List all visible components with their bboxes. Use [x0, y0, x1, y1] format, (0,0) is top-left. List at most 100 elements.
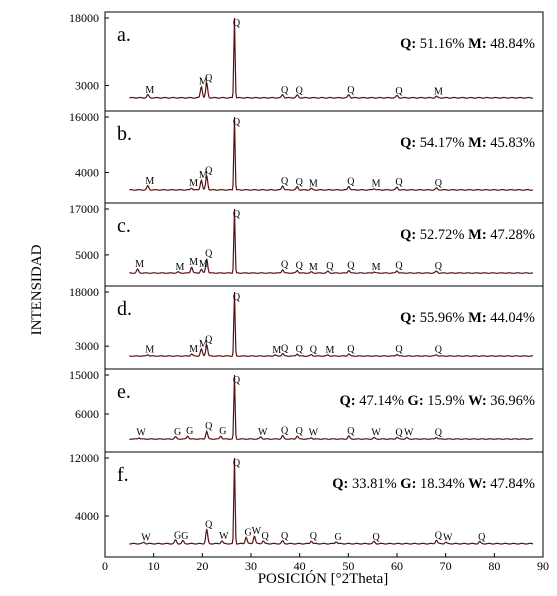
peak-label-M: M: [372, 179, 381, 190]
y-tick-label: 17000: [69, 202, 99, 216]
y-tick-label: 4000: [75, 509, 99, 523]
composition-phase: G:: [404, 393, 424, 409]
y-tick-label: 3000: [75, 339, 99, 353]
composition-phase: Q:: [400, 36, 416, 52]
x-tick-label: 40: [294, 559, 306, 573]
x-tick-label: 10: [148, 559, 160, 573]
panel-letter: e.: [117, 381, 131, 403]
peak-label-G: G: [186, 426, 193, 437]
y-tick-label: 12000: [69, 451, 99, 465]
peak-label-Q: Q: [281, 426, 289, 437]
peak-label-M: M: [309, 179, 318, 190]
peak-label-Q: Q: [395, 261, 403, 272]
composition-text: Q: 54.17% M: 45.83%: [400, 135, 535, 151]
peak-label-Q: Q: [281, 176, 289, 187]
peak-label-M: M: [189, 257, 198, 268]
peak-label-Q: Q: [435, 261, 443, 272]
peak-label-Q: Q: [435, 345, 443, 356]
panel-frame: [104, 451, 544, 558]
composition-phase: M:: [465, 310, 487, 326]
panel-letter: d.: [117, 298, 132, 320]
peak-label-Q: Q: [435, 178, 443, 189]
peak-label-Q: Q: [205, 73, 213, 84]
peak-label-Q: Q: [347, 260, 355, 271]
peak-label-Q: Q: [233, 117, 241, 128]
composition-value: 18.34%: [416, 476, 464, 492]
peak-label-Q: Q: [233, 292, 241, 303]
composition-text: Q: 51.16% M: 48.84%: [400, 36, 535, 52]
peak-label-W: W: [309, 428, 319, 439]
y-axis-title: INTENSIDAD: [29, 244, 45, 335]
peak-label-Q: Q: [347, 85, 355, 96]
composition-value: 45.83%: [487, 135, 535, 151]
peak-label-M: M: [309, 262, 318, 273]
peak-label-W: W: [141, 533, 151, 544]
composition-phase: W:: [465, 393, 487, 409]
peak-label-Q: Q: [310, 531, 318, 542]
peak-label-Q: Q: [296, 344, 304, 355]
peak-label-M: M: [145, 85, 154, 96]
x-axis-title: POSICIÓN [°2Theta]: [258, 570, 389, 587]
composition-text: Q: 55.96% M: 44.04%: [400, 310, 535, 326]
peak-label-M: M: [135, 259, 144, 270]
panel-letter: b.: [117, 123, 132, 145]
composition-value: 55.96%: [416, 310, 464, 326]
peak-label-Q: Q: [395, 177, 403, 188]
panel-letter: c.: [117, 215, 131, 237]
peak-label-Q: Q: [373, 532, 381, 543]
composition-phase: Q:: [332, 476, 348, 492]
x-tick-label: 80: [488, 559, 500, 573]
peak-label-M: M: [199, 76, 208, 87]
peak-label-Q: Q: [233, 209, 241, 220]
peak-label-Q: Q: [262, 531, 270, 542]
peak-label-Q: Q: [281, 343, 289, 354]
composition-text: Q: 33.81% G: 18.34% W: 47.84%: [332, 476, 535, 492]
peak-label-Q: Q: [435, 530, 443, 541]
y-tick-label: 15000: [69, 368, 99, 382]
composition-phase: W:: [465, 476, 487, 492]
panel-f: 4000 12000 f. Q: 33.81% G: 18.34% W: 47.84%…: [69, 451, 544, 558]
composition-value: 54.17%: [416, 135, 464, 151]
composition-value: 15.9%: [424, 393, 465, 409]
panel-letter: f.: [117, 464, 129, 486]
peak-label-W: W: [404, 428, 414, 439]
diffraction-pattern: [129, 17, 533, 99]
peak-label-Q: Q: [347, 344, 355, 355]
peak-label-Q: Q: [205, 334, 213, 345]
peak-label-M: M: [199, 259, 208, 270]
composition-phase: Q:: [400, 310, 416, 326]
peak-label-Q: Q: [395, 427, 403, 438]
peak-label-G: G: [174, 530, 181, 541]
peak-label-G: G: [245, 527, 252, 538]
peak-label-M: M: [145, 345, 154, 356]
x-tick-label: 60: [391, 559, 403, 573]
peak-label-W: W: [371, 428, 381, 439]
diffraction-pattern: [129, 116, 534, 191]
y-tick-label: 6000: [75, 407, 99, 421]
diffraction-pattern: [129, 374, 534, 440]
peak-label-Q: Q: [296, 260, 304, 271]
peak-label-G: G: [219, 426, 226, 437]
composition-phase: Q:: [400, 135, 416, 151]
diffraction-pattern: [129, 208, 534, 274]
peak-label-G: G: [174, 427, 181, 438]
diffraction-pattern: [129, 457, 534, 545]
peak-label-Q: Q: [347, 176, 355, 187]
composition-value: 47.84%: [487, 476, 535, 492]
peak-label-Q: Q: [395, 344, 403, 355]
peak-label-G: G: [335, 532, 342, 543]
x-tick-label: 20: [196, 559, 208, 573]
peak-label-Q: Q: [233, 375, 241, 386]
composition-phase: M:: [465, 36, 487, 52]
peak-label-Q: Q: [205, 421, 213, 432]
panel-frame: [104, 11, 544, 112]
x-tick-label: 50: [342, 559, 354, 573]
peak-label-W: W: [219, 531, 229, 542]
peak-label-Q: Q: [233, 458, 241, 469]
peak-label-M: M: [272, 345, 281, 356]
peak-label-Q: Q: [347, 426, 355, 437]
peak-label-Q: Q: [205, 166, 213, 177]
